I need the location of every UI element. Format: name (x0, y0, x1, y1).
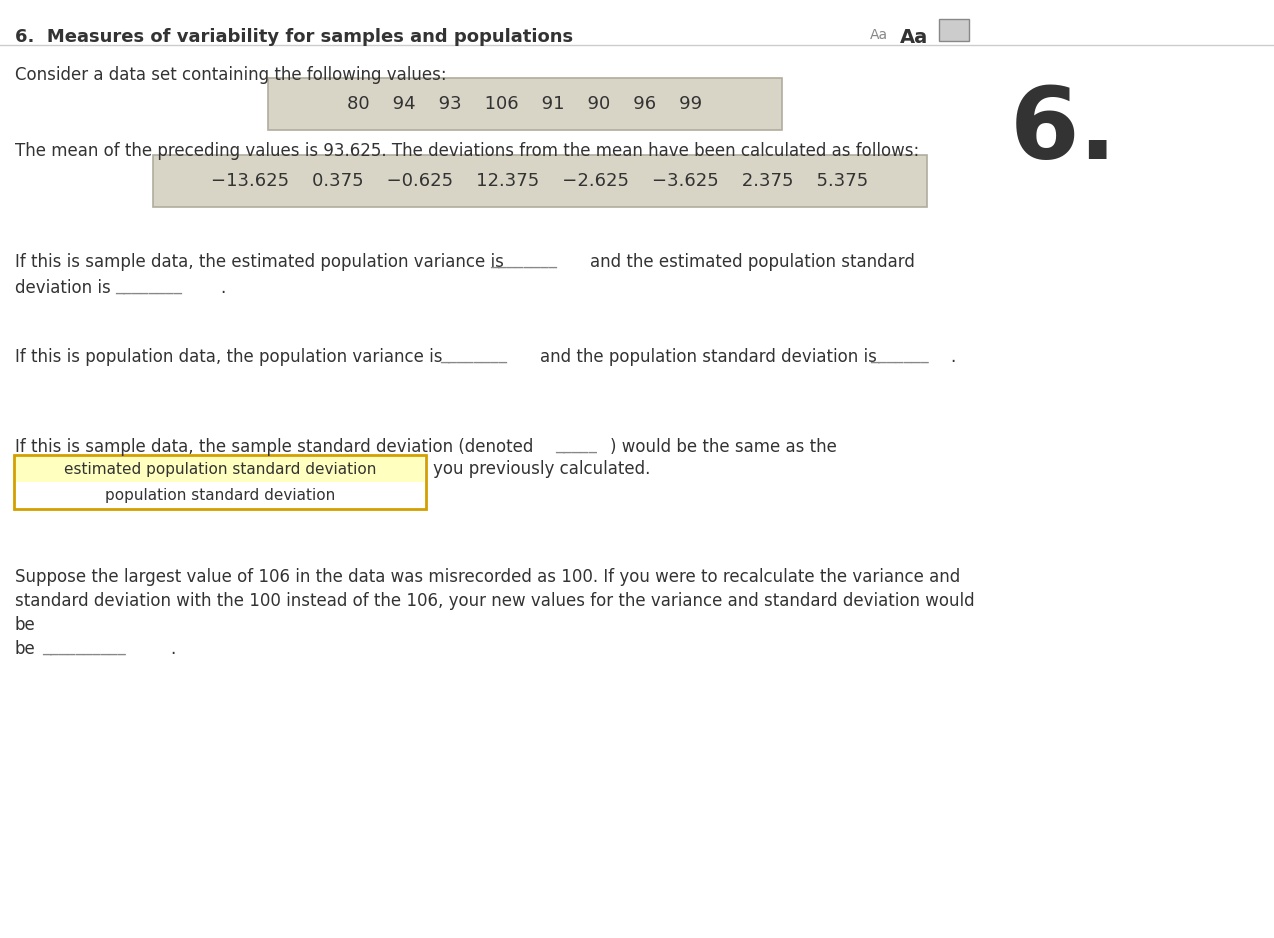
FancyBboxPatch shape (17, 457, 424, 482)
Text: 6.  Measures of variability for samples and populations: 6. Measures of variability for samples a… (15, 28, 573, 46)
Text: and the population standard deviation is: and the population standard deviation is (540, 348, 877, 366)
Text: __________: __________ (42, 637, 126, 655)
Text: 80    94    93    106    91    90    96    99: 80 94 93 106 91 90 96 99 (348, 95, 702, 113)
Text: ________: ________ (490, 250, 557, 268)
Text: ________: ________ (440, 345, 507, 363)
Text: and the estimated population standard: and the estimated population standard (590, 253, 915, 271)
Text: Aa: Aa (899, 28, 929, 47)
Text: you previously calculated.: you previously calculated. (433, 460, 650, 478)
Text: Suppose the largest value of 106 in the data was misrecorded as 100. If you were: Suppose the largest value of 106 in the … (15, 568, 961, 586)
Text: be: be (15, 616, 36, 634)
Text: The mean of the preceding values is 93.625. The deviations from the mean have be: The mean of the preceding values is 93.6… (15, 142, 920, 160)
Text: standard deviation with the 100 instead of the 106, your new values for the vari: standard deviation with the 100 instead … (15, 592, 975, 610)
Text: _______: _______ (870, 345, 929, 363)
Text: .: . (950, 348, 956, 366)
FancyBboxPatch shape (14, 455, 426, 509)
Text: deviation is: deviation is (15, 279, 111, 297)
Text: _____: _____ (555, 435, 598, 453)
Text: ) would be the same as the: ) would be the same as the (610, 438, 837, 456)
FancyBboxPatch shape (268, 78, 782, 130)
Text: .: . (220, 279, 225, 297)
Text: population standard deviation: population standard deviation (104, 488, 335, 503)
Text: Aa: Aa (870, 28, 888, 42)
Text: 6.: 6. (1010, 83, 1117, 180)
FancyBboxPatch shape (939, 19, 970, 41)
Text: If this is sample data, the sample standard deviation (denoted: If this is sample data, the sample stand… (15, 438, 534, 456)
Text: .: . (169, 640, 176, 658)
Text: ________: ________ (115, 276, 182, 294)
Text: −13.625    0.375    −0.625    12.375    −2.625    −3.625    2.375    5.375: −13.625 0.375 −0.625 12.375 −2.625 −3.62… (211, 172, 869, 190)
Text: Consider a data set containing the following values:: Consider a data set containing the follo… (15, 66, 447, 84)
Text: estimated population standard deviation: estimated population standard deviation (64, 461, 376, 477)
FancyBboxPatch shape (153, 155, 927, 207)
Text: If this is population data, the population variance is: If this is population data, the populati… (15, 348, 442, 366)
Text: If this is sample data, the estimated population variance is: If this is sample data, the estimated po… (15, 253, 505, 271)
Text: be: be (15, 640, 36, 658)
